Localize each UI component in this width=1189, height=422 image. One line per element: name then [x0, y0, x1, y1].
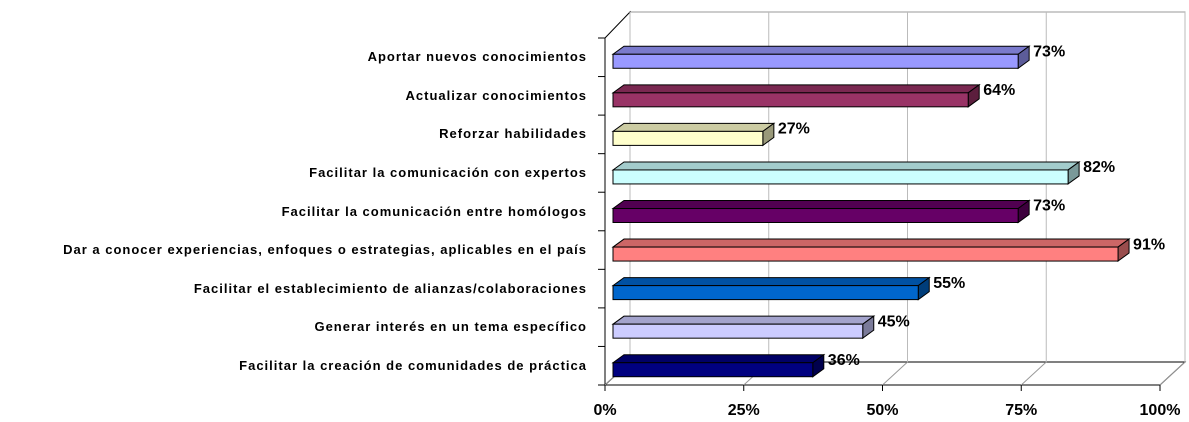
category-text: Dar a conocer experiencias, enfoques o e…: [63, 242, 587, 258]
bar: [612, 246, 1119, 262]
category-text: Reforzar habilidades: [439, 126, 587, 142]
value-label: 27%: [778, 121, 810, 138]
x-tick-label: 75%: [1005, 402, 1037, 419]
bar-top-shade: [613, 46, 1030, 55]
category-label: Actualizar conocimientos: [0, 87, 587, 105]
value-label: 45%: [878, 313, 910, 330]
category-label: Reforzar habilidades: [0, 125, 587, 143]
value-label: 82%: [1083, 159, 1115, 176]
category-text: Generar interés en un tema específico: [314, 319, 587, 335]
bar-top-shade: [613, 316, 874, 325]
value-label: 36%: [828, 352, 860, 369]
bar-side-shade: [812, 354, 824, 377]
x-tick-label: 50%: [866, 402, 898, 419]
grid-line: [1159, 361, 1186, 386]
category-label: Generar interés en un tema específico: [0, 318, 587, 336]
value-label: 55%: [933, 275, 965, 292]
value-label: 73%: [1033, 198, 1065, 215]
bar-side-shade: [862, 316, 874, 339]
bar-top-shade: [613, 84, 980, 93]
category-label: Facilitar la creación de comunidades de …: [0, 357, 587, 375]
bar-side-shade: [762, 123, 774, 146]
bar-side-shade: [968, 84, 980, 107]
grid-line: [882, 361, 908, 386]
category-label: Aportar nuevos conocimientos: [0, 48, 587, 66]
bar: [612, 169, 1069, 185]
category-text: Facilitar el establecimiento de alianzas…: [193, 280, 587, 296]
bar: [612, 92, 969, 108]
bar-top-shade: [613, 123, 774, 132]
bar: [612, 285, 919, 301]
category-label: Facilitar el establecimiento de alianzas…: [0, 280, 587, 298]
value-label: 91%: [1133, 236, 1165, 253]
x-tick-label: 0%: [593, 402, 616, 419]
category-text: Facilitar la comunicación con expertos: [309, 164, 587, 180]
category-text: Aportar nuevos conocimientos: [367, 49, 587, 65]
x-tick-label: 100%: [1140, 402, 1181, 419]
category-text: Facilitar la creación de comunidades de …: [239, 357, 587, 373]
bar: [612, 130, 764, 146]
category-label: Facilitar la comunicación entre homólogo…: [0, 203, 587, 221]
bar-top-shade: [613, 354, 824, 363]
bar-top-shade: [613, 239, 1130, 248]
bar: [612, 362, 814, 378]
bar: [612, 53, 1019, 69]
bar-top-shade: [613, 200, 1030, 209]
value-label: 73%: [1033, 43, 1065, 60]
category-label: Facilitar la comunicación con expertos: [0, 164, 587, 182]
x-tick-label: 25%: [728, 402, 760, 419]
bar-side-shade: [1018, 200, 1030, 223]
category-text: Facilitar la comunicación entre homólogo…: [281, 203, 587, 219]
category-label: Dar a conocer experiencias, enfoques o e…: [0, 241, 587, 259]
bar-side-shade: [1068, 161, 1080, 184]
grid-line: [1020, 361, 1047, 386]
value-label: 64%: [983, 82, 1015, 99]
bar: [612, 208, 1019, 223]
category-text: Actualizar conocimientos: [405, 87, 587, 103]
bar-side-shade: [1018, 46, 1030, 69]
bar: [612, 323, 864, 339]
bar-top-shade: [613, 277, 930, 286]
bar-top-shade: [613, 161, 1080, 170]
bar-side-shade: [1118, 239, 1130, 262]
bar-side-shade: [918, 277, 930, 300]
